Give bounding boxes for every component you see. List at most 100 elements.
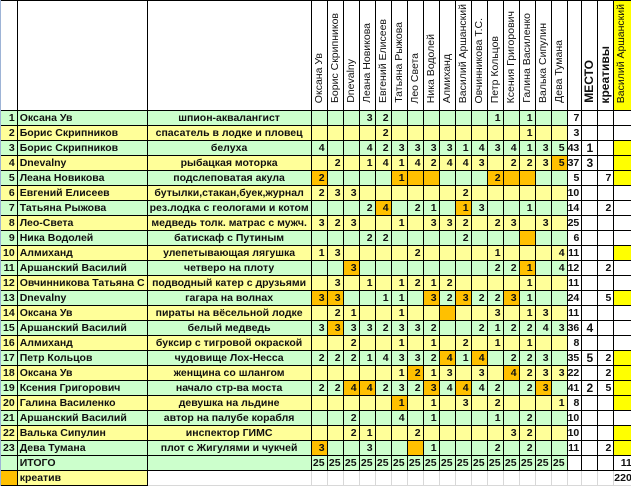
- creatives-cell[interactable]: [597, 395, 615, 412]
- score-cell[interactable]: 2: [518, 365, 536, 382]
- score-cell[interactable]: [358, 365, 376, 382]
- score-cell[interactable]: 3: [438, 215, 456, 232]
- score-cell[interactable]: 3: [534, 140, 552, 157]
- judge-total-cell[interactable]: 25: [390, 455, 408, 472]
- score-cell[interactable]: [406, 125, 424, 142]
- score-cell[interactable]: [454, 110, 472, 127]
- creatives-cell[interactable]: [597, 320, 615, 337]
- place-cell[interactable]: [581, 260, 599, 277]
- place-cell[interactable]: [581, 365, 599, 382]
- author-name[interactable]: Дева Тумана: [16, 440, 148, 457]
- empty-cell[interactable]: [597, 470, 615, 486]
- entry-description[interactable]: бутылки,стакан,буек,журнал: [146, 185, 312, 202]
- score-cell[interactable]: [534, 230, 552, 247]
- score-cell[interactable]: 3: [454, 290, 472, 307]
- score-cell[interactable]: 4: [406, 155, 424, 172]
- score-cell[interactable]: [326, 260, 344, 277]
- author-name[interactable]: Аршанский Василий: [16, 320, 148, 337]
- row-number[interactable]: 7: [0, 200, 18, 217]
- score-cell[interactable]: 2: [422, 320, 440, 337]
- score-cell[interactable]: 3: [422, 380, 440, 397]
- score-cell[interactable]: 2: [422, 350, 440, 367]
- score-cell[interactable]: [502, 170, 520, 187]
- score-cell[interactable]: 3: [502, 425, 520, 442]
- score-cell[interactable]: 4: [470, 380, 488, 397]
- row-number[interactable]: [0, 470, 18, 486]
- score-cell[interactable]: 4: [534, 320, 552, 337]
- entry-description[interactable]: белуха: [146, 140, 312, 157]
- score-cell[interactable]: [358, 410, 376, 427]
- score-cell[interactable]: [326, 335, 344, 352]
- header-judge[interactable]: Ксения Григорович: [502, 0, 520, 112]
- score-cell[interactable]: [342, 290, 360, 307]
- score-cell[interactable]: [406, 260, 424, 277]
- score-cell[interactable]: 3: [534, 380, 552, 397]
- score-cell[interactable]: 2: [326, 155, 344, 172]
- judge-total-cell[interactable]: 25: [422, 455, 440, 472]
- place-cell[interactable]: [581, 290, 599, 307]
- header-name-cell[interactable]: [16, 0, 148, 112]
- score-cell[interactable]: 2: [406, 275, 424, 292]
- score-cell[interactable]: [310, 260, 328, 277]
- total-cell[interactable]: 12: [566, 260, 583, 277]
- creatives-cell[interactable]: 5: [597, 380, 615, 397]
- score-cell[interactable]: 1: [422, 440, 440, 457]
- extra1-cell[interactable]: [613, 395, 631, 412]
- score-cell[interactable]: [310, 155, 328, 172]
- creatives-cell[interactable]: [597, 275, 615, 292]
- score-cell[interactable]: [438, 200, 456, 217]
- score-cell[interactable]: [518, 230, 536, 247]
- author-name[interactable]: Лео-Света: [16, 215, 148, 232]
- score-cell[interactable]: [534, 275, 552, 292]
- score-cell[interactable]: [374, 245, 392, 262]
- total-cell[interactable]: 10: [566, 185, 583, 202]
- creatives-cell[interactable]: [597, 425, 615, 442]
- score-cell[interactable]: [310, 230, 328, 247]
- score-cell[interactable]: [342, 440, 360, 457]
- score-cell[interactable]: 1: [310, 245, 328, 262]
- score-cell[interactable]: [326, 170, 344, 187]
- judge-total-cell[interactable]: 25: [518, 455, 536, 472]
- score-cell[interactable]: [374, 305, 392, 322]
- score-cell[interactable]: 3: [326, 185, 344, 202]
- total-cell[interactable]: 8: [566, 335, 583, 352]
- score-cell[interactable]: 1: [518, 140, 536, 157]
- score-cell[interactable]: [470, 245, 488, 262]
- extra1-cell[interactable]: [613, 230, 631, 247]
- score-cell[interactable]: 2: [310, 350, 328, 367]
- score-cell[interactable]: 5: [550, 155, 568, 172]
- score-cell[interactable]: [422, 170, 440, 187]
- score-cell[interactable]: 3: [358, 440, 376, 457]
- creatives-cell[interactable]: [597, 455, 615, 472]
- score-cell[interactable]: [310, 425, 328, 442]
- score-cell[interactable]: [550, 410, 568, 427]
- score-cell[interactable]: 3: [358, 320, 376, 337]
- extra1-cell[interactable]: [613, 305, 631, 322]
- score-cell[interactable]: 3: [326, 320, 344, 337]
- score-cell[interactable]: [534, 410, 552, 427]
- score-cell[interactable]: 1: [358, 155, 376, 172]
- score-cell[interactable]: 3: [310, 440, 328, 457]
- score-cell[interactable]: 2: [502, 350, 520, 367]
- score-cell[interactable]: [342, 230, 360, 247]
- score-cell[interactable]: [326, 440, 344, 457]
- total-cell[interactable]: 35: [566, 350, 583, 367]
- score-cell[interactable]: [358, 395, 376, 412]
- empty-cell[interactable]: [422, 470, 440, 486]
- score-cell[interactable]: 2: [502, 260, 520, 277]
- place-cell[interactable]: [581, 215, 599, 232]
- score-cell[interactable]: [486, 125, 504, 142]
- score-cell[interactable]: [342, 275, 360, 292]
- score-cell[interactable]: [470, 305, 488, 322]
- score-cell[interactable]: 4: [358, 140, 376, 157]
- score-cell[interactable]: 3: [534, 215, 552, 232]
- extra1-total[interactable]: 11: [613, 455, 631, 472]
- score-cell[interactable]: [422, 305, 440, 322]
- score-cell[interactable]: 3: [390, 380, 408, 397]
- score-cell[interactable]: [502, 200, 520, 217]
- score-cell[interactable]: 2: [518, 320, 536, 337]
- judge-total-cell[interactable]: 25: [310, 455, 328, 472]
- score-cell[interactable]: [502, 380, 520, 397]
- score-cell[interactable]: 1: [422, 275, 440, 292]
- score-cell[interactable]: 3: [534, 155, 552, 172]
